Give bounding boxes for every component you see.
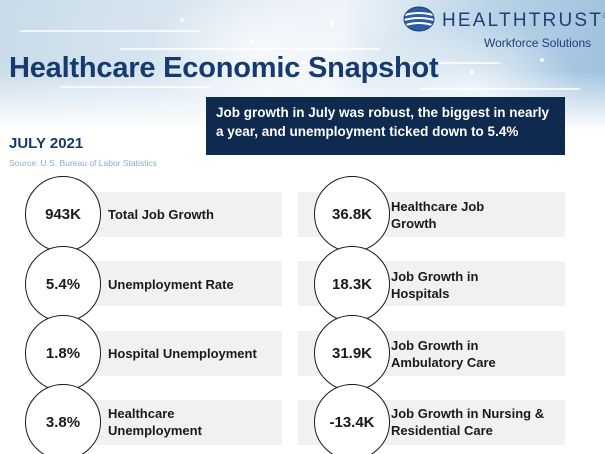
stat-value-healthcare-unemployment: 3.8% bbox=[25, 384, 101, 454]
stat-label-unemployment-rate: Unemployment Rate bbox=[108, 277, 234, 292]
headline-text: Job growth in July was robust, the bigge… bbox=[216, 105, 550, 139]
hero-streak bbox=[300, 62, 500, 64]
hero-dot bbox=[180, 18, 184, 22]
stat-label-hospital-unemployment: Hospital Unemployment bbox=[108, 346, 257, 361]
stat-label-healthcare-job-growth: Healthcare Job Growth bbox=[391, 199, 485, 231]
stat-value-unemployment-rate: 5.4% bbox=[25, 246, 101, 322]
hero-dot bbox=[250, 40, 254, 44]
stat-value-healthcare-job-growth: 36.8K bbox=[314, 176, 390, 252]
stat-value-hospital-unemployment: 1.8% bbox=[25, 315, 101, 391]
stat-label-job-growth-ambulatory: Job Growth in Ambulatory Care bbox=[391, 338, 496, 370]
hero-streak bbox=[120, 48, 380, 50]
hero-streak bbox=[20, 30, 200, 32]
stat-label-total-job-growth: Total Job Growth bbox=[108, 207, 214, 222]
hero-dot bbox=[540, 58, 544, 62]
stat-value-job-growth-hospitals: 18.3K bbox=[314, 246, 390, 322]
brand-name: HEALTHTRUST® bbox=[442, 10, 605, 31]
report-period: JULY 2021 bbox=[9, 135, 84, 152]
stat-label-job-growth-nursing: Job Growth in Nursing & Residential Care bbox=[391, 406, 545, 438]
stat-value-total-job-growth: 943K bbox=[25, 176, 101, 252]
hero-dot bbox=[330, 22, 334, 26]
headline-box: Job growth in July was robust, the bigge… bbox=[206, 97, 565, 155]
globe-icon bbox=[403, 6, 435, 32]
stat-label-job-growth-hospitals: Job Growth in Hospitals bbox=[391, 269, 479, 301]
data-source: Source: U.S. Bureau of Labor Statistics bbox=[9, 158, 157, 168]
stat-value-job-growth-nursing: -13.4K bbox=[314, 384, 390, 454]
brand-subtitle: Workforce Solutions bbox=[484, 36, 592, 50]
stat-label-healthcare-unemployment: Healthcare Unemployment bbox=[108, 406, 202, 438]
brand-logo: HEALTHTRUST® Workforce Solutions bbox=[402, 6, 605, 52]
stat-value-job-growth-ambulatory: 31.9K bbox=[314, 315, 390, 391]
page-title: Healthcare Economic Snapshot bbox=[9, 52, 439, 84]
